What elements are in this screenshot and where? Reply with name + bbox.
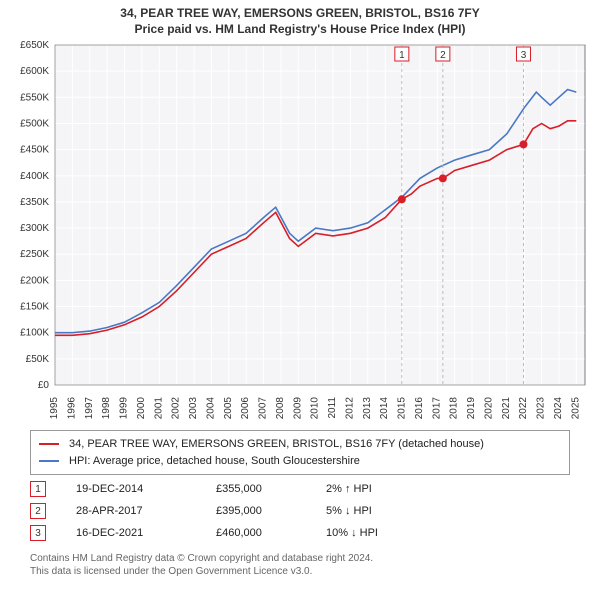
title-line-2: Price paid vs. HM Land Registry's House … [0, 22, 600, 38]
legend-swatch-property [39, 443, 59, 445]
svg-text:2008: 2008 [275, 397, 286, 420]
svg-text:£350K: £350K [20, 197, 49, 208]
svg-text:2000: 2000 [136, 397, 147, 420]
svg-text:2024: 2024 [553, 397, 564, 420]
svg-text:£0: £0 [38, 380, 50, 391]
sale-price-1: £355,000 [216, 483, 326, 495]
sale-marker-3: 3 [30, 525, 46, 541]
svg-text:3: 3 [521, 50, 527, 61]
svg-text:2004: 2004 [205, 397, 216, 420]
svg-text:2002: 2002 [171, 397, 182, 420]
sale-marker-1: 1 [30, 481, 46, 497]
svg-text:2013: 2013 [362, 397, 373, 420]
legend: 34, PEAR TREE WAY, EMERSONS GREEN, BRIST… [30, 430, 570, 475]
svg-text:1: 1 [399, 50, 405, 61]
svg-text:2005: 2005 [223, 397, 234, 420]
legend-label-hpi: HPI: Average price, detached house, Sout… [69, 453, 360, 470]
svg-text:2011: 2011 [327, 397, 338, 419]
sale-row-1: 1 19-DEC-2014 £355,000 2% ↑ HPI [30, 478, 570, 500]
svg-text:£300K: £300K [20, 223, 49, 234]
sale-delta-3: 10% ↓ HPI [326, 527, 456, 539]
sale-delta-1: 2% ↑ HPI [326, 483, 456, 495]
svg-text:1999: 1999 [119, 397, 130, 420]
svg-text:£650K: £650K [20, 40, 49, 51]
footer-line-1: Contains HM Land Registry data © Crown c… [30, 552, 373, 565]
svg-text:2017: 2017 [431, 397, 442, 420]
legend-swatch-hpi [39, 460, 59, 462]
svg-text:£50K: £50K [26, 354, 50, 365]
svg-text:1995: 1995 [49, 397, 60, 420]
svg-text:£100K: £100K [20, 328, 49, 339]
chart-svg: £0 £50K £100K £150K £200K £250K £300K £350K £400… [0, 40, 600, 420]
legend-item-hpi: HPI: Average price, detached house, Sout… [39, 453, 561, 470]
svg-text:£150K: £150K [20, 302, 49, 313]
footer-attribution: Contains HM Land Registry data © Crown c… [30, 552, 373, 578]
chart-area: £0 £50K £100K £150K £200K £250K £300K £350K £400… [0, 40, 600, 420]
svg-text:2001: 2001 [153, 397, 164, 420]
chart-title-block: 34, PEAR TREE WAY, EMERSONS GREEN, BRIST… [0, 0, 600, 39]
svg-text:1997: 1997 [84, 397, 95, 420]
legend-item-property: 34, PEAR TREE WAY, EMERSONS GREEN, BRIST… [39, 436, 561, 453]
sale-price-3: £460,000 [216, 527, 326, 539]
svg-text:2007: 2007 [258, 397, 269, 420]
sale-date-1: 19-DEC-2014 [76, 483, 216, 495]
svg-text:2019: 2019 [466, 397, 477, 420]
title-line-1: 34, PEAR TREE WAY, EMERSONS GREEN, BRIST… [0, 6, 600, 22]
svg-text:1998: 1998 [101, 397, 112, 420]
svg-text:£200K: £200K [20, 275, 49, 286]
svg-text:2021: 2021 [501, 397, 512, 420]
legend-label-property: 34, PEAR TREE WAY, EMERSONS GREEN, BRIST… [69, 436, 484, 453]
svg-text:2025: 2025 [570, 397, 581, 420]
svg-text:£250K: £250K [20, 249, 49, 260]
sale-price-2: £395,000 [216, 505, 326, 517]
svg-text:2020: 2020 [483, 397, 494, 420]
svg-text:2016: 2016 [414, 397, 425, 420]
svg-text:2: 2 [440, 50, 446, 61]
svg-text:£550K: £550K [20, 92, 49, 103]
svg-text:2003: 2003 [188, 397, 199, 420]
svg-text:2010: 2010 [310, 397, 321, 420]
svg-text:2014: 2014 [379, 397, 390, 420]
svg-text:2018: 2018 [449, 397, 460, 420]
svg-text:2022: 2022 [518, 397, 529, 420]
svg-text:2015: 2015 [397, 397, 408, 420]
svg-text:2009: 2009 [292, 397, 303, 420]
svg-text:£450K: £450K [20, 145, 49, 156]
sale-row-3: 3 16-DEC-2021 £460,000 10% ↓ HPI [30, 522, 570, 544]
svg-text:1996: 1996 [66, 397, 77, 420]
sale-date-2: 28-APR-2017 [76, 505, 216, 517]
sale-marker-2: 2 [30, 503, 46, 519]
sales-table: 1 19-DEC-2014 £355,000 2% ↑ HPI 2 28-APR… [30, 478, 570, 544]
svg-text:2012: 2012 [344, 397, 355, 420]
sale-date-3: 16-DEC-2021 [76, 527, 216, 539]
svg-text:2006: 2006 [240, 397, 251, 420]
svg-text:£600K: £600K [20, 66, 49, 77]
footer-line-2: This data is licensed under the Open Gov… [30, 565, 373, 578]
svg-text:2023: 2023 [536, 397, 547, 420]
svg-text:£500K: £500K [20, 118, 49, 129]
sale-delta-2: 5% ↓ HPI [326, 505, 456, 517]
svg-text:£400K: £400K [20, 171, 49, 182]
sale-row-2: 2 28-APR-2017 £395,000 5% ↓ HPI [30, 500, 570, 522]
